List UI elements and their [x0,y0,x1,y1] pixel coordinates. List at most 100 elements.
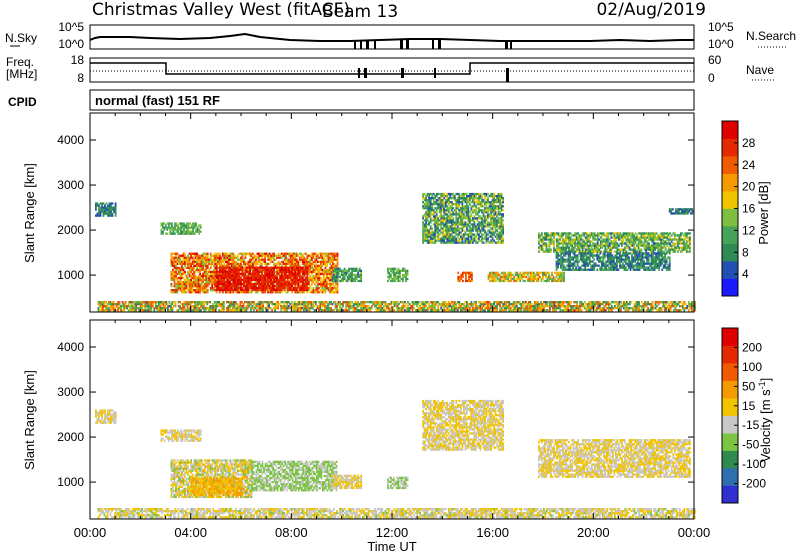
heatmap-cell [198,309,201,312]
heatmap-cell [473,219,476,222]
heatmap-cell [262,270,265,274]
heatmap-cell [452,217,455,220]
heatmap-cell [311,256,313,259]
heatmap-cell [114,303,116,306]
heatmap-cell [425,203,427,206]
heatmap-cell [162,309,165,312]
heatmap-cell [221,280,224,283]
heatmap-cell [192,309,195,312]
heatmap-cell [591,305,594,308]
heatmap-cell [130,301,133,304]
heatmap-cell [295,268,298,271]
heatmap-cell [464,305,467,308]
heatmap-cell [499,307,501,310]
heatmap-cell [506,305,509,308]
heatmap-cell [472,309,474,312]
heatmap-cell [562,301,565,304]
heatmap-cell [289,254,292,257]
heatmap-cell [476,309,479,312]
heatmap-cell [633,309,636,312]
heatmap-cell [228,307,231,310]
heatmap-cell [270,260,272,263]
heatmap-cell [461,233,464,236]
power-heatmap [95,192,696,312]
heatmap-cell [388,267,391,270]
heatmap-cell [432,215,435,218]
heatmap-region [215,266,309,292]
heatmap-cell [283,305,286,308]
heatmap-cell [267,287,269,290]
heatmap-cell [214,283,217,286]
heatmap-cell [423,199,426,202]
heatmap-cell [153,309,156,312]
heatmap-cell [221,276,224,279]
heatmap-cell [224,283,227,286]
heatmap-cell [431,235,434,238]
heatmap-cell [121,303,124,306]
heatmap-cell [561,271,564,274]
heatmap-cell [656,309,658,312]
heatmap-cell [236,305,239,308]
heatmap-cell [289,282,292,285]
heatmap-cell [244,262,247,265]
heatmap-cell [277,262,280,265]
heatmap-cell [429,239,432,242]
heatmap-cell [645,305,648,308]
heatmap-cell [323,285,325,288]
heatmap-cell [537,309,539,312]
heatmap-cell [276,262,278,265]
heatmap-cell [604,301,607,304]
heatmap-cell [259,303,261,306]
heatmap-cell [537,301,539,304]
heatmap-cell [307,260,310,263]
heatmap-cell [323,256,325,259]
heatmap-cell [247,262,250,265]
heatmap-cell [294,291,297,294]
heatmap-cell [100,307,103,310]
heatmap-cell [267,258,269,261]
heatmap-cell [443,207,446,210]
heatmap-cell [286,288,289,292]
heatmap-cell [280,280,283,283]
heatmap-cell [182,289,185,292]
heatmap-cell [470,301,473,304]
heatmap-cell [364,309,367,312]
heatmap-cell [531,271,534,274]
heatmap-cell [238,291,241,294]
heatmap-cell [278,303,281,306]
heatmap-cell [309,276,312,280]
heatmap-cell [458,233,461,236]
heatmap-cell [168,309,171,312]
heatmap-cell [191,301,193,304]
heatmap-cell [414,309,417,312]
heatmap-cell [147,309,150,312]
heatmap-cell [505,277,508,281]
heatmap-cell [329,291,331,294]
heatmap-cell [238,258,241,261]
heatmap-cell [301,303,304,306]
freq-left-tick-bottom: 8 [77,71,84,85]
heatmap-cell [226,286,229,290]
heatmap-cell [132,305,135,308]
heatmap-cell [434,225,437,228]
heatmap-cell [323,276,325,280]
heatmap-cell [417,309,420,312]
heatmap-cell [237,268,239,271]
heatmap-cell [292,258,295,261]
heatmap-cell [230,284,233,288]
heatmap-cell [227,305,230,308]
heatmap-cell [258,272,260,275]
heatmap-cell [234,266,236,269]
heatmap-cell [555,305,557,308]
heatmap-cell [243,270,245,274]
heatmap-cell [545,273,547,276]
heatmap-cell [246,278,248,281]
heatmap-cell [274,287,277,290]
heatmap-cell [327,254,330,257]
heatmap-cell [220,288,223,292]
heatmap-cell [346,269,349,272]
heatmap-cell [291,262,294,265]
heatmap-cell [301,307,304,310]
heatmap-cell [193,258,195,261]
